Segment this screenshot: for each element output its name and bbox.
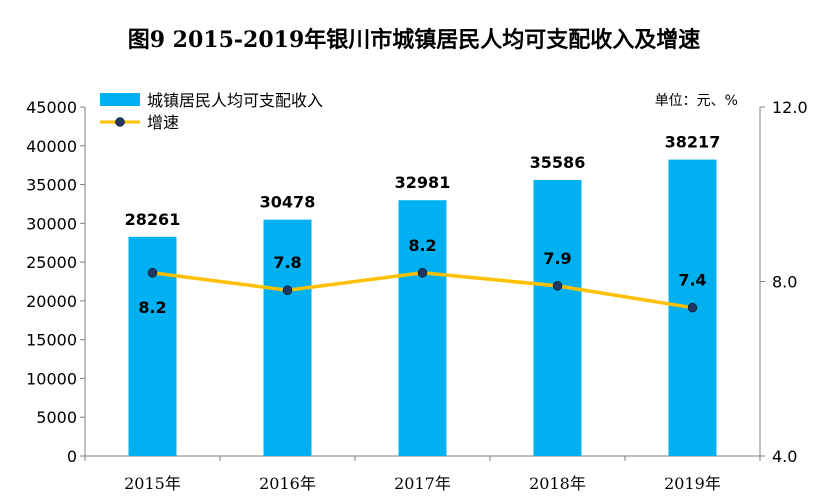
growth-marker	[282, 285, 293, 295]
bar-data-label: 32981	[395, 173, 451, 192]
x-tick-label: 2019年	[664, 474, 721, 493]
growth-data-label: 8.2	[138, 298, 166, 317]
y-left-tick-label: 45000	[26, 98, 77, 117]
y-left-tick-label: 25000	[26, 253, 77, 272]
legend-line-marker	[115, 117, 125, 127]
y-left-tick-label: 20000	[26, 292, 77, 311]
y-left-tick-label: 10000	[26, 369, 77, 388]
x-tick-label: 2016年	[259, 474, 316, 493]
unit-label: 单位：元、%	[655, 93, 738, 109]
growth-data-label: 7.4	[678, 271, 706, 290]
bar-data-label: 28261	[125, 210, 181, 229]
y-left-tick-label: 30000	[26, 214, 77, 233]
y-right-tick-label: 8.0	[772, 273, 797, 292]
growth-marker	[687, 302, 698, 313]
y-left-tick-label: 0	[67, 447, 77, 466]
bar	[263, 219, 312, 456]
x-tick-label: 2015年	[124, 474, 181, 493]
bar-data-label: 35586	[530, 153, 586, 172]
bar-data-label: 38217	[665, 133, 721, 152]
chart-title: 图9 2015-2019年银川市城镇居民人均可支配收入及增速	[127, 27, 701, 53]
growth-data-label: 7.8	[273, 253, 301, 272]
legend-bar-swatch	[100, 93, 140, 106]
bar-data-label: 30478	[260, 193, 316, 212]
y-left-tick-label: 5000	[36, 408, 77, 427]
growth-marker	[417, 268, 428, 278]
bar	[398, 200, 447, 456]
x-tick-label: 2017年	[394, 474, 451, 493]
growth-data-label: 7.9	[543, 249, 571, 268]
y-left-tick-label: 15000	[26, 331, 77, 350]
growth-marker	[552, 281, 563, 291]
y-right-tick-label: 4.0	[772, 447, 797, 466]
legend-bar-label: 城镇居民人均可支配收入	[147, 91, 323, 110]
x-tick-label: 2018年	[529, 474, 586, 493]
y-left-tick-label: 35000	[26, 176, 77, 195]
bar	[533, 180, 582, 456]
legend-line-label: 增速	[147, 113, 179, 132]
growth-marker	[147, 268, 158, 278]
y-right-tick-label: 12.0	[772, 98, 808, 117]
growth-data-label: 8.2	[408, 236, 436, 255]
y-left-tick-label: 40000	[26, 137, 77, 156]
legend: 城镇居民人均可支配收入 增速	[100, 91, 323, 132]
